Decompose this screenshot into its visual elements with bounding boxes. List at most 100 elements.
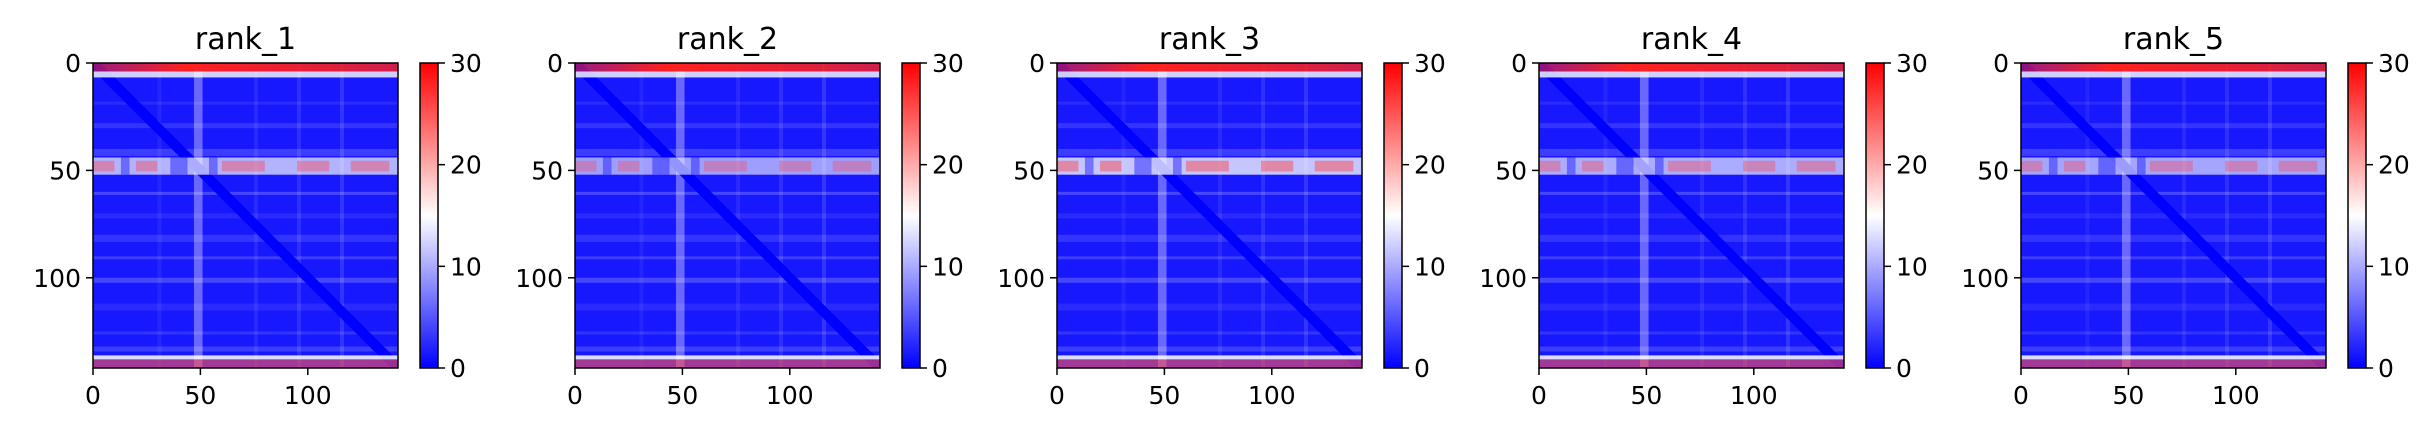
x-tick-label: 50 (184, 381, 216, 410)
heatmap-image (93, 63, 398, 368)
heatmap-top-edge (2021, 71, 2326, 78)
heatmap-mid-band-hot (1667, 160, 1711, 172)
heatmap-streak (2225, 63, 2230, 368)
y-tick-label: 50 (1977, 156, 2009, 185)
heatmap-mid-band-gap (1172, 157, 1182, 175)
heatmap-top-edge (1539, 71, 1844, 78)
heatmap-panel-2: rank_2 0 50 100 0 50 100 0 10 20 30 (515, 22, 964, 410)
heatmap-panel-3: rank_3 0 50 100 0 50 100 0 10 20 30 (997, 22, 1446, 410)
axes-frame (92, 62, 399, 369)
y-tick-label: 0 (65, 49, 81, 78)
heatmap-streak (1539, 101, 1844, 105)
heatmap-streak (254, 63, 259, 368)
heatmap-top-edge (93, 71, 398, 78)
heatmap-mid-band-hot (135, 160, 158, 172)
heatmap-streak (2021, 148, 2326, 156)
heatmap-mid-band-gap (1654, 157, 1664, 175)
heatmap-top-band (1057, 63, 1362, 72)
heatmap-panel-4: rank_4 0 50 100 0 50 100 0 10 20 30 (1479, 22, 1928, 410)
heatmap-bottom-edge (575, 355, 880, 360)
heatmap-streak (93, 191, 398, 195)
axes-frame (2020, 62, 2327, 369)
heatmap-streak (1539, 191, 1844, 195)
colorbar-tick-label: 0 (1414, 354, 1430, 383)
panel-title: rank_1 (195, 22, 296, 57)
heatmap-top-edge (1057, 71, 1362, 78)
heatmap-mid-band (1539, 157, 1844, 175)
heatmap-streak (575, 123, 880, 129)
heatmap-streak (2021, 331, 2326, 335)
heatmap-bottom-band (93, 359, 398, 368)
heatmap-streak (2021, 303, 2326, 311)
heatmap-top-band (575, 63, 880, 72)
colorbar-tick-label: 30 (2378, 49, 2410, 78)
heatmap-panel-1: rank_1 0 50 100 0 50 100 0 10 20 30 (33, 22, 482, 410)
x-tick-label: 0 (567, 381, 583, 410)
colorbar (2347, 62, 2367, 369)
heatmap-bright-column (1639, 63, 1649, 368)
heatmap-streak (93, 331, 398, 335)
heatmap-streak (93, 303, 398, 311)
heatmap-streak (340, 63, 345, 368)
heatmap-streak (1539, 303, 1844, 311)
y-tick-label: 100 (515, 264, 563, 293)
heatmap-streak (575, 331, 880, 335)
heatmap-streak (1057, 346, 1362, 352)
heatmap-mid-band-gap (2048, 157, 2058, 175)
x-tick-label: 50 (666, 381, 698, 410)
colorbar (1383, 62, 1403, 369)
heatmap-mid-band (93, 157, 398, 175)
heatmap-streak (575, 148, 880, 156)
heatmap-panel-5: rank_5 0 50 100 0 50 100 0 10 20 30 (1961, 22, 2410, 410)
panel-title: rank_2 (677, 22, 778, 57)
heatmap-image (2021, 63, 2326, 368)
heatmap-image (575, 63, 880, 368)
heatmap-diagonal (93, 63, 398, 368)
y-tick-label: 0 (1029, 49, 1045, 78)
x-tick-label: 50 (1630, 381, 1662, 410)
heatmap-streak (1218, 63, 1223, 368)
heatmap-streak (93, 277, 398, 283)
heatmap-streak (1539, 277, 1844, 283)
heatmap-streak (93, 123, 398, 129)
heatmap-streak (2268, 63, 2273, 368)
heatmap-streak (575, 303, 880, 311)
y-tick-label: 50 (1495, 156, 1527, 185)
axes-frame (1538, 62, 1845, 369)
heatmap-streak (1057, 303, 1362, 311)
heatmap-streak (2021, 191, 2326, 195)
heatmap-streak (1539, 331, 1844, 335)
heatmap-bright-column (675, 63, 685, 368)
x-tick-label: 50 (1148, 381, 1180, 410)
x-tick-label: 50 (2112, 381, 2144, 410)
heatmap-mid-band-gap (690, 157, 700, 175)
colorbar-tick-label: 0 (1896, 354, 1912, 383)
heatmap-mid-band-hot (2225, 160, 2258, 172)
y-tick-label: 100 (997, 264, 1045, 293)
y-tick-label: 100 (1961, 264, 2009, 293)
heatmap-top-band (93, 63, 398, 72)
y-tick-label: 0 (547, 49, 563, 78)
colorbar-tick-label: 20 (1896, 151, 1928, 180)
heatmap-mid-band-hot (1314, 160, 1354, 172)
heatmap-streak (1304, 63, 1309, 368)
x-tick-label: 100 (766, 381, 814, 410)
x-tick-label: 100 (1730, 381, 1778, 410)
y-tick-label: 100 (1479, 264, 1527, 293)
heatmap-streak (1057, 148, 1362, 156)
heatmap-top-band (2021, 63, 2326, 72)
heatmap-mid-band-hot (1261, 160, 1294, 172)
heatmap-mid-band-hot (297, 160, 330, 172)
heatmap-mid-band-hot (1185, 160, 1229, 172)
panel-title: rank_5 (2123, 22, 2224, 57)
heatmap-streak (639, 63, 644, 368)
heatmap-streak (2182, 63, 2187, 368)
heatmap-mid-band-gap (1616, 157, 1634, 175)
heatmap-mid-band-hot (1539, 160, 1561, 172)
heatmap-streak (1057, 101, 1362, 105)
heatmap-bottom-band (1057, 359, 1362, 368)
heatmap-streak (2021, 346, 2326, 352)
heatmap-bottom-edge (2021, 355, 2326, 360)
panel-title: rank_4 (1641, 22, 1742, 57)
heatmap-streak (1057, 331, 1362, 335)
